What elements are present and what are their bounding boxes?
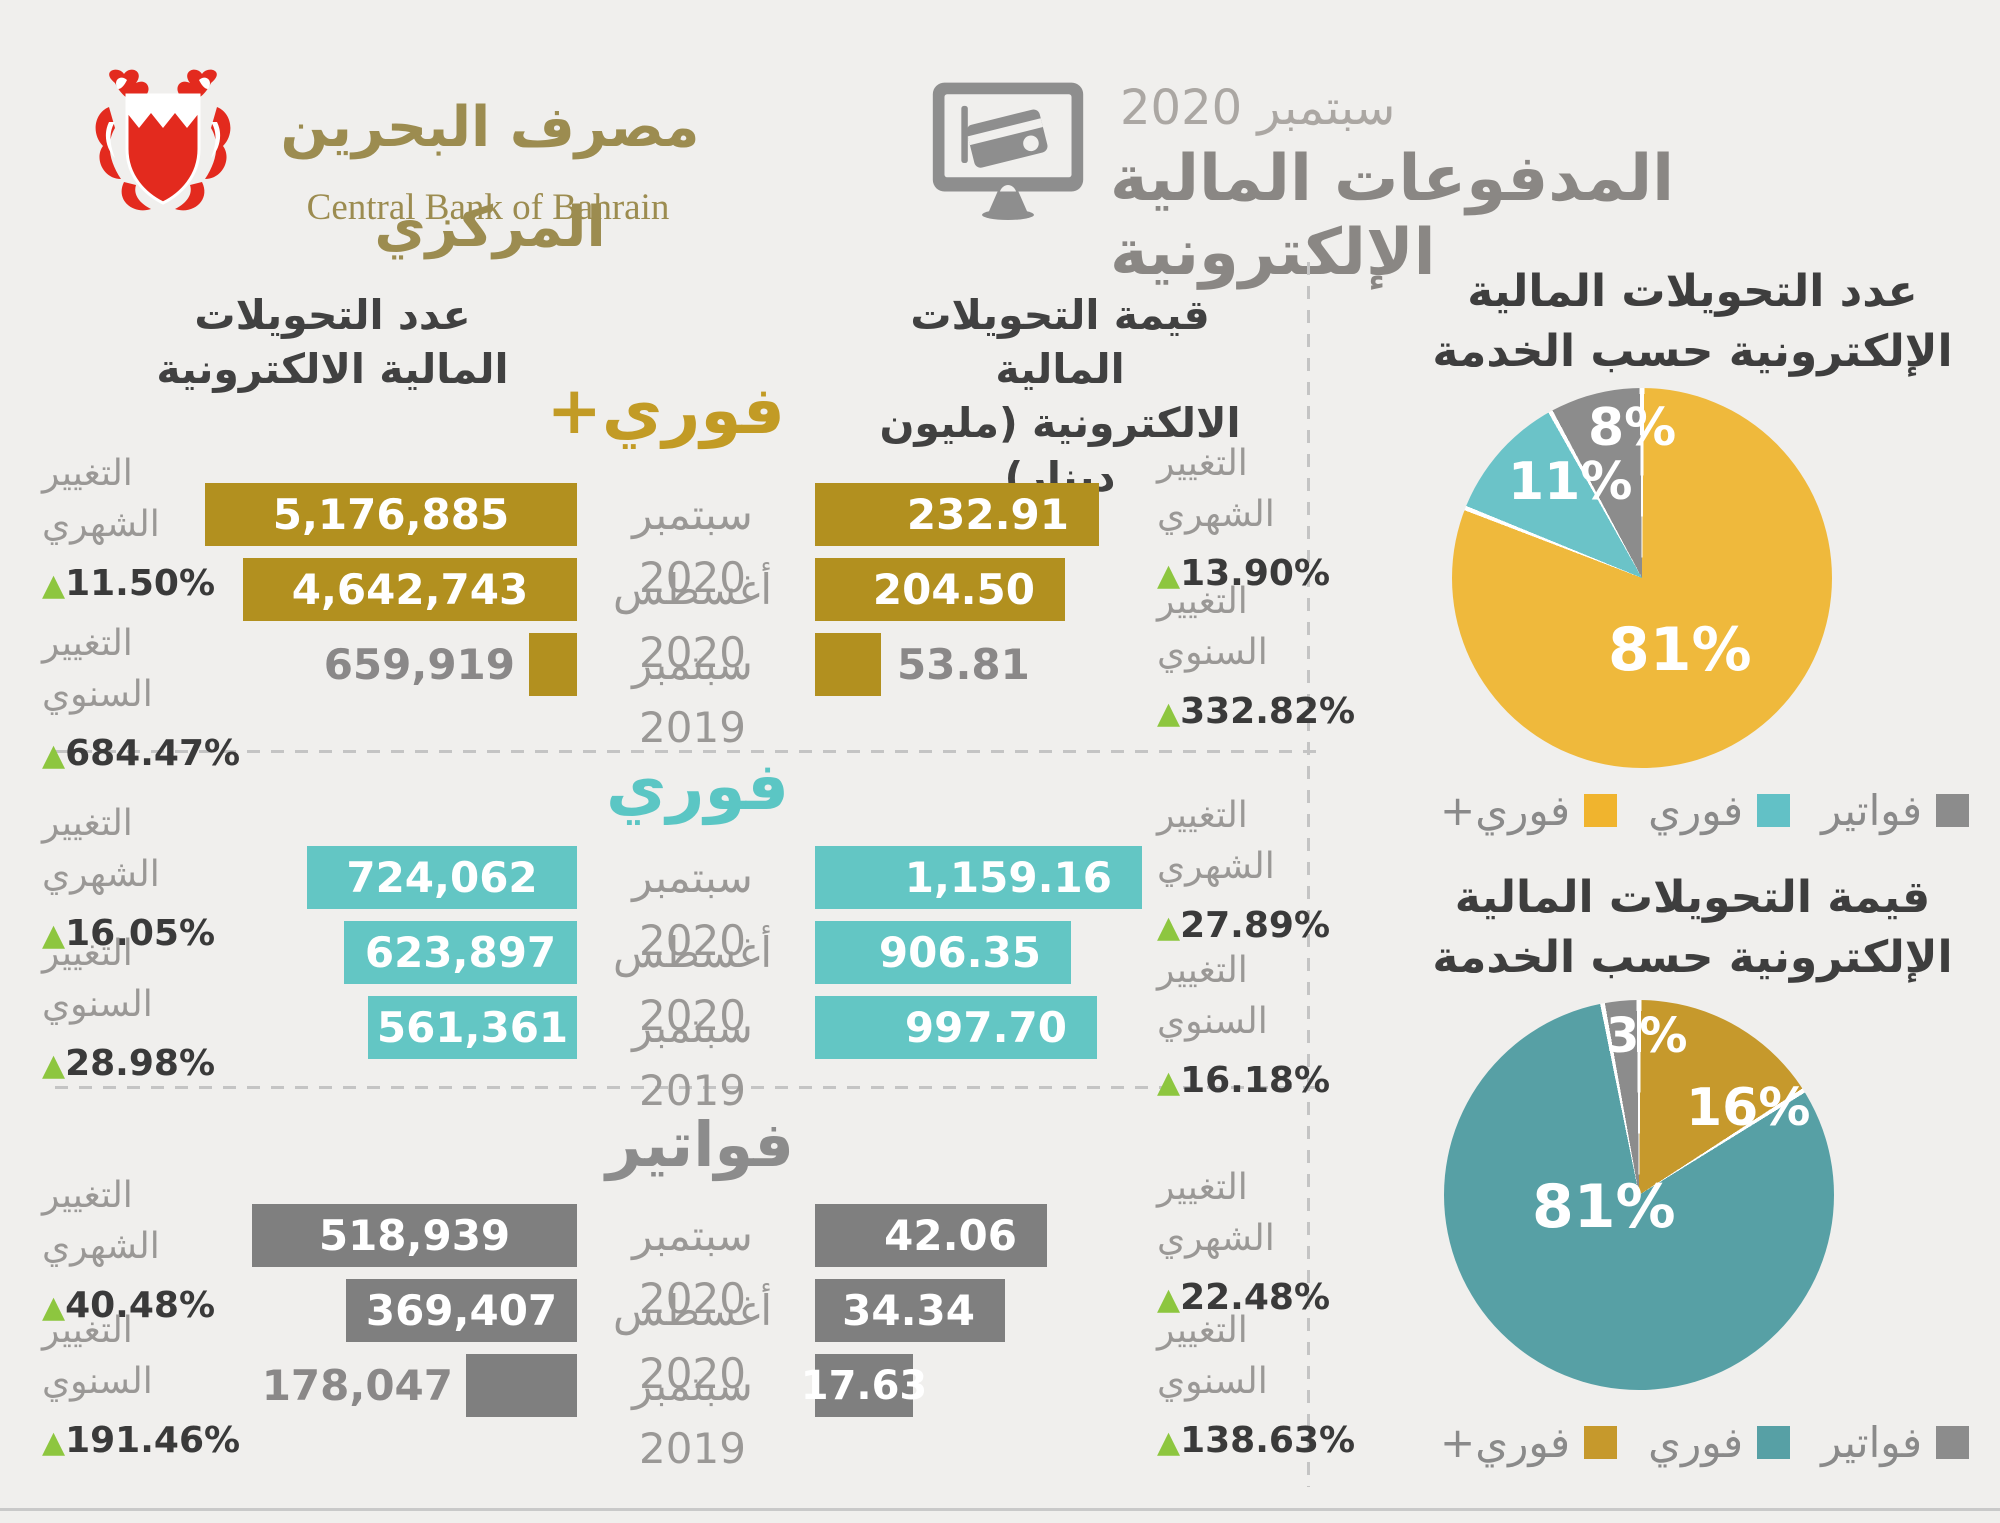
count-bar-label: 659,919 <box>323 640 515 689</box>
value-bar: 997.70 <box>815 996 1097 1059</box>
month-label: أغسطس 2020 <box>612 1286 773 1398</box>
month-label: سبتمبر 2020 <box>632 490 753 602</box>
up-triangle-icon: ▲ <box>42 1425 66 1460</box>
value-bar: 232.91 <box>815 483 1099 546</box>
pie1-title: عدد التحويلات المالية الإلكترونية حسب ال… <box>1432 266 1953 377</box>
up-triangle-icon: ▲ <box>1157 1282 1181 1317</box>
section-title-fawri: فوري <box>605 748 790 825</box>
pie2-slice-label-fawateer: 3% <box>1606 1008 1688 1064</box>
pie1-slice-label-fawri: 11% <box>1508 452 1633 512</box>
legend-label: فواتير <box>1821 1418 1923 1467</box>
value-bar: 1,159.16 <box>815 846 1142 909</box>
legend-swatch-fawateer <box>1936 1426 1970 1459</box>
value-bar: 17.63 <box>801 1354 927 1417</box>
pie-chart-count-by-service <box>1452 388 1832 768</box>
report-month: سبتمبر 2020 <box>1120 80 1396 136</box>
fawri-plus-count-yearly-change: التغيير السنوي ▲684.47% <box>42 623 241 774</box>
month-label: سبتمبر 2020 <box>632 853 753 965</box>
up-triangle-icon: ▲ <box>1157 696 1181 731</box>
fawateer-count-yearly-change: التغيير السنوي ▲191.46% <box>42 1310 241 1461</box>
legend-swatch-fawri-plus <box>1584 794 1618 827</box>
section-divider-1 <box>55 750 1320 753</box>
value-bar: 34.34 <box>815 1279 1005 1342</box>
fawri-count-monthly-change: التغيير الشهري ▲16.05% <box>42 803 216 954</box>
fawri-plus-count-monthly-change: التغيير الشهري ▲11.50% <box>42 453 216 604</box>
pie1-slice-label-fawri-plus: 81% <box>1608 615 1752 685</box>
section-title-fawateer: فواتير <box>606 1108 794 1181</box>
count-bar-label: 178,047 <box>261 1361 453 1410</box>
fawateer-value-yearly-change: التغيير السنوي ▲138.63% <box>1157 1310 1356 1461</box>
up-triangle-icon: ▲ <box>1157 1425 1181 1460</box>
up-triangle-icon: ▲ <box>1157 558 1181 593</box>
month-label: سبتمبر 2019 <box>632 1003 753 1115</box>
count-bar: 724,062 <box>307 846 577 909</box>
legend-swatch-fawri <box>1757 794 1791 827</box>
month-label: سبتمبر 2020 <box>632 1211 753 1323</box>
section-divider-2 <box>55 1086 1320 1089</box>
count-bar: 518,939 <box>252 1204 577 1267</box>
count-bar: 369,407 <box>346 1279 577 1342</box>
fawateer-count-monthly-change: التغيير الشهري ▲40.48% <box>42 1175 216 1326</box>
pie1-slice-label-fawateer: 8% <box>1588 398 1677 458</box>
up-triangle-icon: ▲ <box>1157 1065 1181 1100</box>
up-triangle-icon: ▲ <box>42 1048 66 1083</box>
pie-column-divider <box>1307 262 1310 1487</box>
bottom-rule <box>0 1508 2000 1511</box>
count-bar: 623,897 <box>344 921 577 984</box>
value-bar: 204.50 <box>815 558 1065 621</box>
value-bar: 906.35 <box>815 921 1071 984</box>
pie2-legend: فوري+ فوري فواتير <box>1440 1418 1983 1467</box>
up-triangle-icon: ▲ <box>42 1290 66 1325</box>
legend-swatch-fawri-plus <box>1584 1426 1618 1459</box>
count-bar: 561,361 <box>368 996 577 1059</box>
central-bank-logo-english: Central Bank of Bahrain <box>306 187 670 228</box>
value-bar-label: 53.81 <box>897 640 1030 689</box>
count-bar: 4,642,743 <box>243 558 577 621</box>
value-bar <box>815 633 881 696</box>
up-triangle-icon: ▲ <box>42 918 66 953</box>
count-column-header: عدد التحويلات المالية الالكترونية <box>156 291 509 393</box>
up-triangle-icon: ▲ <box>42 738 66 773</box>
bahrain-coat-of-arms <box>95 69 231 211</box>
legend-item: فوري <box>1648 786 1791 835</box>
legend-item: فواتير <box>1821 786 1970 835</box>
count-bar: 5,176,885 <box>205 483 577 546</box>
monitor-payment-icon <box>932 82 1084 220</box>
legend-swatch-fawri <box>1757 1426 1791 1459</box>
pie1-legend: فوري+ فوري فواتير <box>1440 786 1983 835</box>
up-triangle-icon: ▲ <box>42 568 66 603</box>
page-title: المدفوعات المالية الإلكترونية <box>1110 142 1675 290</box>
legend-label: فواتير <box>1821 786 1923 835</box>
up-triangle-icon: ▲ <box>1157 910 1181 945</box>
pie2-slice-label-fawri: 81% <box>1532 1172 1676 1242</box>
fawri-plus-value-yearly-change: التغيير السنوي ▲332.82% <box>1157 581 1356 732</box>
legend-item: فوري+ <box>1440 1418 1618 1467</box>
pie-chart-value-by-service <box>1444 1000 1834 1390</box>
count-bar <box>466 1354 577 1417</box>
fawateer-value-monthly-change: التغيير الشهري ▲22.48% <box>1157 1167 1331 1318</box>
fawri-count-yearly-change: التغيير السنوي ▲28.98% <box>42 933 216 1084</box>
month-label: أغسطس 2020 <box>612 928 773 1040</box>
legend-label: فوري+ <box>1440 1418 1571 1467</box>
month-label: سبتمبر 2019 <box>632 1361 753 1473</box>
fawri-value-monthly-change: التغيير الشهري ▲27.89% <box>1157 795 1331 946</box>
legend-item: فواتير <box>1821 1418 1970 1467</box>
value-bar: 42.06 <box>815 1204 1047 1267</box>
legend-swatch-fawateer <box>1936 794 1970 827</box>
count-bar <box>529 633 577 696</box>
legend-item: فوري <box>1648 1418 1791 1467</box>
legend-item: فوري+ <box>1440 786 1618 835</box>
pie2-slice-label-fawri-plus: 16% <box>1686 1078 1811 1138</box>
pie2-title: قيمة التحويلات المالية الإلكترونية حسب ا… <box>1432 872 1953 983</box>
fawri-value-yearly-change: التغيير السنوي ▲16.18% <box>1157 950 1331 1101</box>
month-label: أغسطس 2020 <box>612 565 773 677</box>
fawri-plus-value-monthly-change: التغيير الشهري ▲13.90% <box>1157 443 1331 594</box>
section-title-fawri-plus: فوري+ <box>546 372 785 449</box>
legend-label: فوري <box>1648 786 1744 835</box>
legend-label: فوري+ <box>1440 786 1571 835</box>
legend-label: فوري <box>1648 1418 1744 1467</box>
month-label: سبتمبر 2019 <box>632 640 753 752</box>
central-bank-logo-arabic: مصرف البحرين المركزي <box>280 95 700 260</box>
